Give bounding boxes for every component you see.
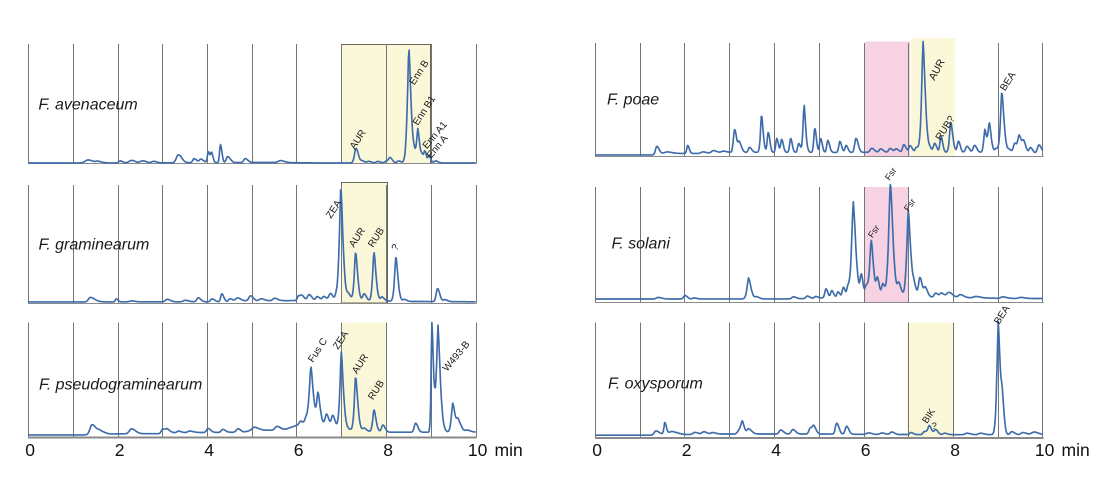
svg-text:F. pseudograminearum: F. pseudograminearum [39,377,202,394]
svg-text:?: ? [390,242,402,253]
svg-text:F. avenaceum: F. avenaceum [38,97,137,114]
svg-text:10: 10 [468,440,488,460]
svg-text:min: min [495,440,523,460]
svg-text:2: 2 [682,440,692,460]
svg-text:0: 0 [25,440,35,460]
svg-text:?: ? [932,421,937,432]
svg-text:8: 8 [950,440,960,460]
svg-text:8: 8 [383,440,393,460]
svg-text:F. graminearum: F. graminearum [39,237,150,254]
svg-text:4: 4 [204,440,214,460]
svg-text:10: 10 [1035,440,1055,460]
svg-text:6: 6 [294,440,304,460]
svg-text:F. solani: F. solani [612,236,671,253]
svg-text:6: 6 [861,440,871,460]
svg-text:F. poae: F. poae [607,92,659,109]
svg-text:4: 4 [771,440,781,460]
svg-text:min: min [1062,440,1090,460]
svg-text:0: 0 [592,440,602,460]
svg-text:F. oxysporum: F. oxysporum [608,376,703,393]
svg-text:2: 2 [115,440,125,460]
